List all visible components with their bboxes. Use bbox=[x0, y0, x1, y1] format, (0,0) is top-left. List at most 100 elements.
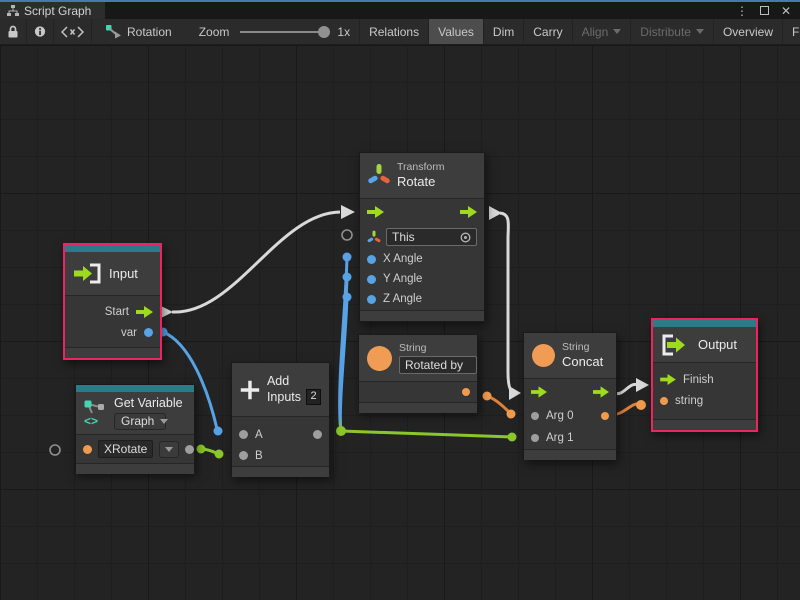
node-string-literal[interactable]: String Rotated by bbox=[358, 334, 478, 413]
string-value-field[interactable]: Rotated by bbox=[399, 355, 477, 374]
node-title: Input bbox=[109, 266, 138, 281]
info-icon bbox=[34, 26, 46, 37]
flow-arrow-start bbox=[489, 206, 502, 220]
value-in-port[interactable] bbox=[239, 451, 248, 460]
node-input[interactable]: Input Start var bbox=[63, 243, 162, 360]
flow-in-port[interactable] bbox=[367, 206, 384, 218]
variable-name-field[interactable]: XRotate bbox=[98, 440, 154, 458]
toolbar-button-distribute[interactable]: Distribute bbox=[631, 19, 714, 44]
node-output[interactable]: Output Finish string bbox=[651, 318, 758, 432]
node-accent-strip bbox=[65, 245, 160, 252]
zoom-to-fit-button[interactable] bbox=[54, 19, 92, 44]
toolbar-button-carry[interactable]: Carry bbox=[524, 19, 573, 44]
port-label: Arg 0 bbox=[546, 410, 574, 422]
flow-arrow-end bbox=[509, 386, 521, 400]
value-in-port[interactable] bbox=[83, 444, 92, 454]
port-label: A bbox=[255, 428, 263, 441]
node-footer bbox=[653, 419, 756, 430]
toolbar-button-fullscreen[interactable]: Full Screen bbox=[783, 19, 800, 44]
tab-title: Script Graph bbox=[24, 3, 92, 18]
toolbar-button-overview[interactable]: Overview bbox=[714, 19, 783, 44]
tab-script-graph[interactable]: Script Graph bbox=[0, 2, 106, 19]
flow-out-port[interactable] bbox=[460, 206, 477, 218]
self-port-indicator bbox=[49, 444, 61, 456]
this-target-field[interactable]: This bbox=[386, 228, 477, 246]
toolbar-button-relations[interactable]: Relations bbox=[359, 19, 430, 44]
value-in-port[interactable] bbox=[367, 274, 376, 284]
variable-name: XRotate bbox=[104, 442, 148, 456]
lock-button[interactable] bbox=[0, 19, 27, 44]
zoom-value: 1x bbox=[337, 24, 351, 39]
window-close-icon[interactable]: ✕ bbox=[780, 3, 791, 18]
node-footer bbox=[360, 310, 484, 321]
node-get-variable[interactable]: <> Get Variable Graph XRotate bbox=[75, 384, 195, 474]
flow-in-port[interactable] bbox=[660, 374, 676, 385]
node-footer bbox=[524, 449, 616, 460]
port-label: Y Angle bbox=[383, 273, 423, 285]
port-label: Arg 1 bbox=[546, 432, 574, 444]
button-label: Align bbox=[581, 24, 609, 39]
value-out-port[interactable] bbox=[313, 430, 322, 439]
value-in-port[interactable] bbox=[531, 412, 539, 420]
value-out-port[interactable] bbox=[185, 444, 195, 454]
dropdown-caret-icon bbox=[165, 446, 174, 452]
zoom-slider[interactable] bbox=[240, 25, 331, 38]
value-in-port[interactable] bbox=[367, 294, 376, 304]
toolbar-button-values[interactable]: Values bbox=[429, 19, 484, 44]
variable-name-dropdown[interactable] bbox=[159, 440, 180, 458]
node-footer bbox=[232, 466, 329, 477]
self-port-indicator bbox=[341, 229, 353, 241]
target-picker-icon[interactable] bbox=[460, 232, 471, 243]
node-title-line1: Add bbox=[266, 374, 290, 388]
input-count-field[interactable]: 2 bbox=[306, 389, 321, 405]
port-label: var bbox=[121, 326, 137, 339]
window-focus-line bbox=[0, 0, 800, 2]
value-in-port[interactable] bbox=[531, 434, 539, 442]
variable-scope-dropdown[interactable]: Graph bbox=[114, 413, 169, 430]
value-out-port[interactable] bbox=[144, 328, 153, 337]
button-label: Overview bbox=[722, 24, 773, 39]
inspect-button[interactable] bbox=[27, 19, 54, 44]
value-in-port[interactable] bbox=[239, 430, 248, 439]
button-label: Dim bbox=[492, 24, 515, 39]
button-label: Full Screen bbox=[791, 24, 800, 39]
value-in-port[interactable] bbox=[660, 396, 668, 405]
window-menu-icon[interactable]: ⋮ bbox=[735, 3, 748, 18]
value-out-port[interactable] bbox=[601, 412, 609, 420]
svg-text:<>: <> bbox=[84, 414, 98, 427]
graph-canvas[interactable]: Input Start var bbox=[0, 45, 800, 600]
graph-context[interactable]: Rotation bbox=[92, 19, 181, 44]
flow-out-port[interactable] bbox=[136, 305, 153, 318]
transform-icon bbox=[368, 164, 390, 184]
flow-in-port[interactable] bbox=[531, 386, 547, 398]
string-type-icon bbox=[367, 345, 392, 371]
button-label: Relations bbox=[369, 24, 420, 39]
node-add[interactable]: Add Inputs 2 A B bbox=[231, 362, 330, 477]
flow-out-port[interactable] bbox=[593, 386, 609, 398]
node-title: Rotate bbox=[397, 174, 436, 189]
node-category: Transform bbox=[397, 161, 445, 174]
output-unit-icon bbox=[662, 334, 685, 355]
angle-x-icon bbox=[61, 25, 84, 38]
node-title: Output bbox=[698, 337, 738, 352]
target-value: This bbox=[392, 230, 415, 244]
lock-icon bbox=[8, 25, 18, 38]
zoom-slider-handle[interactable] bbox=[318, 25, 331, 38]
node-rotate[interactable]: Transform Rotate This bbox=[359, 152, 485, 322]
value-out-port[interactable] bbox=[462, 388, 470, 396]
graph-node-icon bbox=[106, 24, 121, 38]
port-label: Finish bbox=[683, 373, 714, 386]
node-concat[interactable]: String Concat Arg 0 Arg 1 bbox=[523, 332, 617, 460]
graph-toolbar: Rotation Zoom 1x Relations Values Dim Ca… bbox=[0, 19, 800, 45]
zoom-label: Zoom bbox=[198, 24, 230, 39]
toolbar-button-dim[interactable]: Dim bbox=[484, 19, 525, 44]
node-accent-strip bbox=[653, 320, 756, 327]
node-footer bbox=[65, 347, 160, 358]
port-label: Start bbox=[104, 305, 129, 318]
toolbar-button-align[interactable]: Align bbox=[573, 19, 632, 44]
string-value: Rotated by bbox=[405, 357, 464, 372]
graph-context-label: Rotation bbox=[127, 24, 172, 39]
window-maximize-icon[interactable] bbox=[759, 6, 769, 15]
node-accent-strip bbox=[76, 385, 194, 392]
value-in-port[interactable] bbox=[367, 254, 376, 264]
